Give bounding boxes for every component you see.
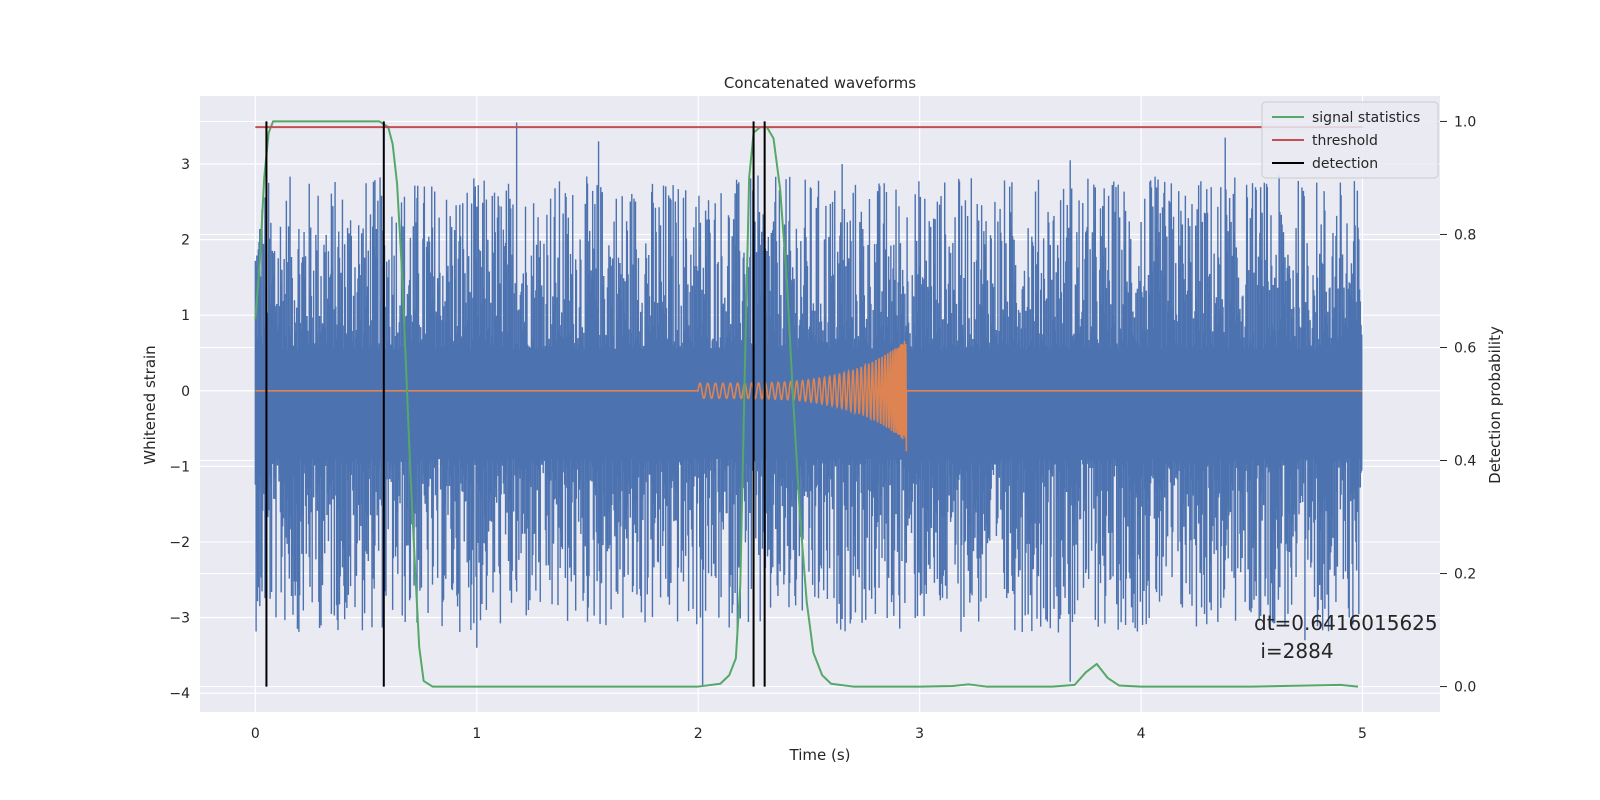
legend: signal statistics threshold detection — [1261, 101, 1439, 179]
y-tick-label: 3 — [181, 157, 190, 173]
x-tick-label: 3 — [915, 726, 924, 742]
y-tick-label: −4 — [169, 686, 190, 702]
signal-statistics-line — [254, 120, 1359, 688]
y-tick-label: −3 — [169, 611, 190, 627]
template-chirp-line — [255, 340, 1363, 452]
x-tick-label: 4 — [1137, 726, 1146, 742]
y2-tick-label: 0.4 — [1454, 454, 1476, 470]
annotation-dt: dt=0.6416015625 — [1254, 611, 1438, 635]
strain-noise-band — [255, 349, 1363, 459]
y-tick-label: 1 — [181, 308, 190, 324]
legend-label-signal: signal statistics — [1312, 110, 1420, 126]
annotation-i: i=2884 — [1254, 639, 1334, 663]
legend-label-threshold: threshold — [1312, 133, 1378, 149]
y-tick-label: 2 — [181, 233, 190, 249]
x-axis-label: Time (s) — [789, 746, 851, 764]
y2-tick-label: 1.0 — [1454, 114, 1476, 130]
legend-label-detection: detection — [1312, 156, 1378, 172]
y-tick-label: −1 — [169, 459, 190, 475]
y2-tick-label: 0.6 — [1454, 340, 1476, 356]
y2-tick-label: 0.0 — [1454, 680, 1476, 696]
x-tick-label: 0 — [251, 726, 260, 742]
y2-tick-label: 0.2 — [1454, 567, 1476, 583]
y-tick-label: −2 — [169, 535, 190, 551]
legend-box — [1261, 101, 1439, 179]
chart-title: Concatenated waveforms — [724, 74, 916, 92]
x-tick-label: 1 — [472, 726, 481, 742]
y-tick-label: 0 — [181, 384, 190, 400]
plot-content — [254, 120, 1363, 688]
y2-axis-label: Detection probability — [1486, 326, 1504, 484]
axes: 0 1 2 3 4 5 3 2 1 0 −1 −2 −3 −4 1.0 0.8 0.6 0.4 0.2 0.0 — [169, 114, 1476, 742]
y2-tick-label: 0.8 — [1454, 227, 1476, 243]
x-tick-label: 2 — [694, 726, 703, 742]
x-tick-label: 5 — [1358, 726, 1367, 742]
y-axis-label: Whitened strain — [141, 345, 159, 464]
